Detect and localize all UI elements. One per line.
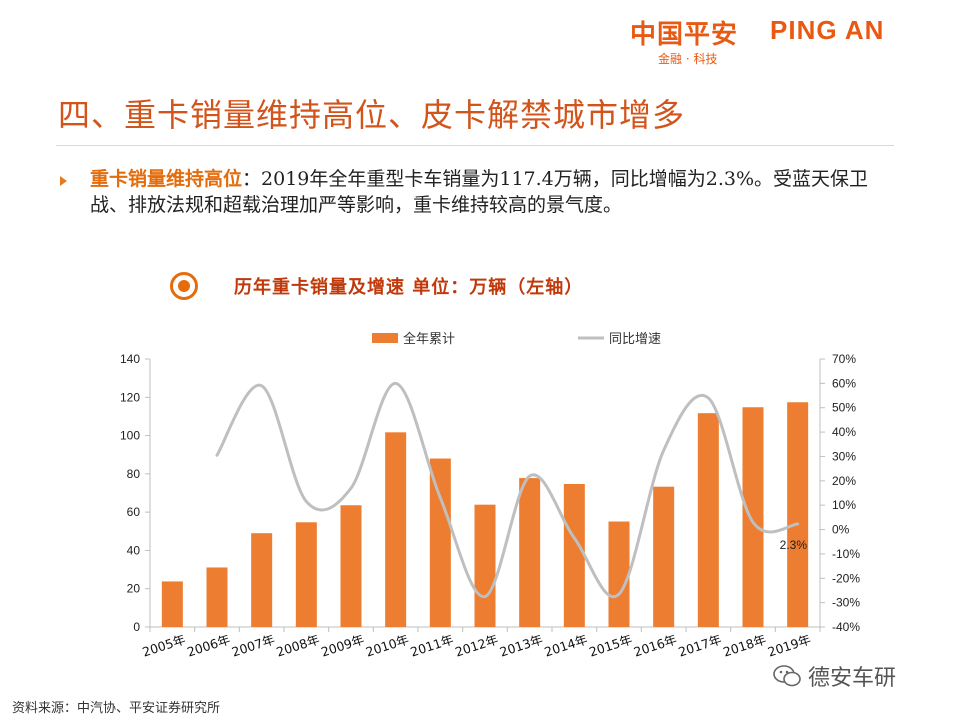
x-tick-label: 2009年 [319, 632, 366, 660]
y-left-tick-label: 60 [127, 505, 141, 519]
bar-2009年 [340, 505, 362, 627]
legend-swatch-bar [372, 333, 398, 343]
bullet-text: ：2019年全年重型卡车销量为117.4万辆，同比增幅为2.3%。受蓝天保卫战、… [90, 168, 869, 216]
growth-line-path [215, 381, 800, 599]
x-tick-label: 2011年 [408, 632, 455, 660]
bar-2013年 [519, 478, 541, 627]
x-tick-label: 2007年 [230, 632, 277, 660]
legend-label-line: 同比增速 [609, 332, 661, 347]
bar-2007年 [251, 533, 273, 627]
y-right-tick-label: 30% [832, 449, 856, 463]
bar-2005年 [161, 581, 183, 627]
bullet-arrow-icon [60, 176, 67, 186]
bar-2014年 [563, 484, 585, 627]
wechat-icon [773, 665, 801, 687]
bar-2018年 [742, 407, 764, 627]
watermark: 德安车研 [772, 660, 896, 692]
chart-heading-text: 历年重卡销量及增速 单位：万辆（左轴） [234, 277, 584, 298]
watermark-text: 德安车研 [808, 666, 897, 691]
bar-2010年 [385, 432, 407, 627]
source-note: 资料来源：中汽协、平安证券研究所 [12, 701, 221, 716]
y-left-tick-label: 0 [133, 620, 140, 634]
x-tick-label: 2008年 [274, 632, 321, 660]
x-tick-label: 2006年 [185, 632, 232, 660]
y-right-tick-label: 40% [832, 425, 856, 439]
brand-name-cn: 中国平安 [630, 20, 739, 50]
y-left-tick-label: 120 [120, 390, 140, 404]
chart-growth-line [215, 381, 800, 599]
brand-name-en: PING AN [770, 15, 885, 45]
bar-2019年 [787, 402, 809, 627]
y-right-tick-label: -10% [832, 547, 860, 561]
bullet-paragraph: 重卡销量维持高位：2019年全年重型卡车销量为117.4万辆，同比增幅为2.3%… [90, 166, 870, 218]
bar-2017年 [697, 413, 719, 627]
y-right-tick-label: 10% [832, 498, 856, 512]
x-tick-label: 2013年 [498, 632, 545, 660]
y-right-tick-label: 20% [832, 474, 856, 488]
y-right-tick-label: -20% [832, 571, 860, 585]
x-tick-label: 2014年 [542, 632, 589, 660]
data-label-2019-growth: 2.3% [780, 538, 808, 552]
x-tick-label: 2012年 [453, 632, 500, 660]
legend-label-bar: 全年累计 [403, 331, 455, 347]
y-left-tick-label: 20 [127, 582, 141, 596]
brand-tagline: 金融 · 科技 [658, 52, 718, 66]
y-left-tick-label: 100 [120, 429, 140, 443]
x-tick-label: 2015年 [587, 632, 634, 660]
x-tick-label: 2018年 [721, 632, 768, 660]
bar-2011年 [429, 458, 451, 627]
slide-title: 四、重卡销量维持高位、皮卡解禁城市增多 [58, 96, 686, 134]
chart-bars [161, 402, 809, 627]
chart-legend: 全年累计 同比增速 [372, 331, 661, 347]
bar-2016年 [653, 486, 675, 627]
target-icon [170, 272, 198, 300]
bar-2008年 [295, 522, 317, 627]
x-tick-label: 2019年 [766, 632, 813, 660]
x-tick-label: 2010年 [364, 632, 411, 660]
title-divider [56, 145, 894, 146]
x-tick-label: 2016年 [632, 632, 679, 660]
y-left-tick-label: 140 [120, 352, 140, 366]
chart-heading: 历年重卡销量及增速 单位：万辆（左轴） [170, 268, 583, 304]
brand-logo: 中国平安 PING AN 金融 · 科技 [630, 14, 905, 70]
y-right-tick-label: 0% [832, 523, 850, 537]
bar-2015年 [608, 521, 630, 627]
bullet-keyword: 重卡销量维持高位 [90, 168, 243, 190]
y-right-tick-label: 50% [832, 401, 856, 415]
bar-2006年 [206, 567, 228, 627]
x-tick-label: 2005年 [140, 632, 187, 660]
y-right-tick-label: -40% [832, 620, 860, 634]
bar-2012年 [474, 504, 496, 627]
y-right-tick-label: -30% [832, 596, 860, 610]
y-left-tick-label: 80 [127, 467, 141, 481]
y-left-tick-label: 40 [127, 543, 141, 557]
y-right-tick-label: 70% [832, 352, 856, 366]
y-right-tick-label: 60% [832, 376, 856, 390]
x-tick-label: 2017年 [676, 632, 723, 660]
